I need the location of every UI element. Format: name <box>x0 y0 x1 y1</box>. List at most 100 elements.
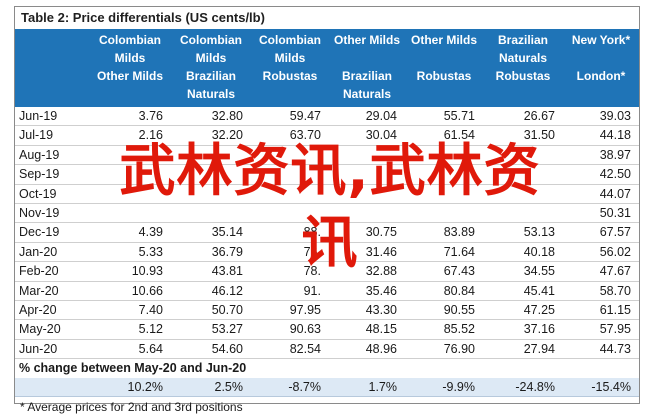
table-cell: 7.40 <box>93 300 171 321</box>
table-cell <box>93 184 171 205</box>
table-cell: 90.55 <box>405 300 483 321</box>
table-cell: 61.15 <box>563 300 639 321</box>
table-cell: 44.18 <box>563 125 639 146</box>
table-row: Apr-20 7.40 50.70 97.95 43.30 90.55 47.25 61.15 <box>15 300 639 321</box>
table-cell: 30.75 <box>329 222 405 243</box>
price-differentials-table: Colombian Milds Other Milds Colombian Milds B… <box>15 29 639 398</box>
column-header-line <box>563 49 639 67</box>
table-cell: 50.70 <box>171 300 251 321</box>
table-row: Sep-19 42.50 <box>15 164 639 185</box>
footnote: * Average prices for 2nd and 3rd positio… <box>20 400 243 414</box>
table-row: Mar-20 10.66 46.12 91. 35.46 80.84 45.41 58.70 <box>15 281 639 302</box>
change-cell: -15.4% <box>563 377 639 398</box>
column-header-line: Brazilian <box>341 69 392 83</box>
table-cell <box>329 203 405 224</box>
table-cell: 5.64 <box>93 339 171 360</box>
table-cell: 43.30 <box>329 300 405 321</box>
table-cell <box>483 145 563 166</box>
table-cell <box>251 184 329 205</box>
column-header-line: New York* <box>571 33 631 47</box>
table-cell: 97.95 <box>251 300 329 321</box>
table-cell: 37.16 <box>483 319 563 340</box>
column-header-row: Colombian Milds Other Milds Colombian Milds B… <box>15 29 639 107</box>
table-cell: 83.89 <box>405 222 483 243</box>
table-cell: 67.57 <box>563 222 639 243</box>
change-cell: -9.9% <box>405 377 483 398</box>
table-cell: 4.39 <box>93 222 171 243</box>
table-cell: 63.70 <box>251 125 329 146</box>
table-cell: 54.60 <box>171 339 251 360</box>
table-row: May-20 5.12 53.27 90.63 48.15 85.52 37.16 57.95 <box>15 319 639 340</box>
column-header: New York* London* <box>563 29 639 107</box>
table-cell: 91. <box>251 281 329 302</box>
table-cell: 29.04 <box>329 107 405 127</box>
table-cell: 39.03 <box>563 107 639 127</box>
column-header-date <box>15 29 93 107</box>
table-cell <box>251 145 329 166</box>
column-header-line <box>329 49 405 67</box>
table-cell: 44.07 <box>563 184 639 205</box>
table-cell: 50.31 <box>563 203 639 224</box>
row-date: Sep-19 <box>15 164 93 185</box>
price-table-panel: Table 2: Price differentials (US cents/l… <box>14 6 640 414</box>
change-label-row: % change between May-20 and Jun-20 <box>15 359 639 378</box>
column-header-line: Naturals <box>342 87 392 101</box>
table-cell <box>483 164 563 185</box>
table-cell: 40.18 <box>483 242 563 263</box>
column-header: Other Milds Robustas <box>405 29 483 107</box>
table-row: Feb-20 10.93 43.81 78. 32.88 67.43 34.55 47.67 <box>15 261 639 282</box>
change-cell: 10.2% <box>93 377 171 398</box>
table-cell <box>251 203 329 224</box>
column-header: Colombian Milds Other Milds <box>93 29 171 107</box>
table-cell: 80.84 <box>405 281 483 302</box>
table-cell: 5.12 <box>93 319 171 340</box>
row-date: Aug-19 <box>15 145 93 166</box>
table-cell <box>93 203 171 224</box>
table-cell: 46.12 <box>171 281 251 302</box>
table-cell: 35.14 <box>171 222 251 243</box>
table-row: Jun-19 3.76 32.80 59.47 29.04 55.71 26.67 39.03 <box>15 107 639 127</box>
table-cell <box>405 164 483 185</box>
table-cell <box>171 203 251 224</box>
row-date: Jan-20 <box>15 242 93 263</box>
row-date: Jul-19 <box>15 125 93 146</box>
row-date: Mar-20 <box>15 281 93 302</box>
table-cell: 57.95 <box>563 319 639 340</box>
table-cell <box>93 145 171 166</box>
column-header: Colombian Milds Robustas <box>251 29 329 107</box>
table-cell: 10.93 <box>93 261 171 282</box>
table-cell: 59.47 <box>251 107 329 127</box>
column-header-line: Naturals <box>186 87 236 101</box>
table-cell <box>251 164 329 185</box>
column-header-line: Colombian <box>259 33 321 47</box>
change-label: % change between May-20 and Jun-20 <box>19 361 247 376</box>
table-cell: 71.64 <box>405 242 483 263</box>
table-cell: 53.27 <box>171 319 251 340</box>
column-header-line: London* <box>576 69 626 83</box>
column-header-line: Brazilian <box>185 69 236 83</box>
column-header-line: Milds <box>195 51 227 65</box>
column-header-line: Naturals <box>498 51 548 65</box>
table-cell <box>329 184 405 205</box>
table-cell: 10.66 <box>93 281 171 302</box>
column-header-line: Other Milds <box>96 69 163 83</box>
table-cell: 90.63 <box>251 319 329 340</box>
table-cell: 27.94 <box>483 339 563 360</box>
table-row: Nov-19 50.31 <box>15 203 639 224</box>
table-cell: 45.41 <box>483 281 563 302</box>
table-cell: 76.90 <box>405 339 483 360</box>
table-row: Oct-19 44.07 <box>15 184 639 205</box>
table-cell: 56.02 <box>563 242 639 263</box>
column-header-line: Colombian <box>99 33 161 47</box>
table-cell: 5.33 <box>93 242 171 263</box>
table-cell: 3.76 <box>93 107 171 127</box>
table-cell: 44.73 <box>563 339 639 360</box>
table-cell: 47.67 <box>563 261 639 282</box>
table-cell <box>483 184 563 205</box>
table-cell: 48.96 <box>329 339 405 360</box>
table-cell <box>405 145 483 166</box>
table-row: Dec-19 4.39 35.14 88. 30.75 83.89 53.13 67.57 <box>15 222 639 243</box>
table-cell: 31.46 <box>329 242 405 263</box>
row-date: Dec-19 <box>15 222 93 243</box>
row-date: Oct-19 <box>15 184 93 205</box>
